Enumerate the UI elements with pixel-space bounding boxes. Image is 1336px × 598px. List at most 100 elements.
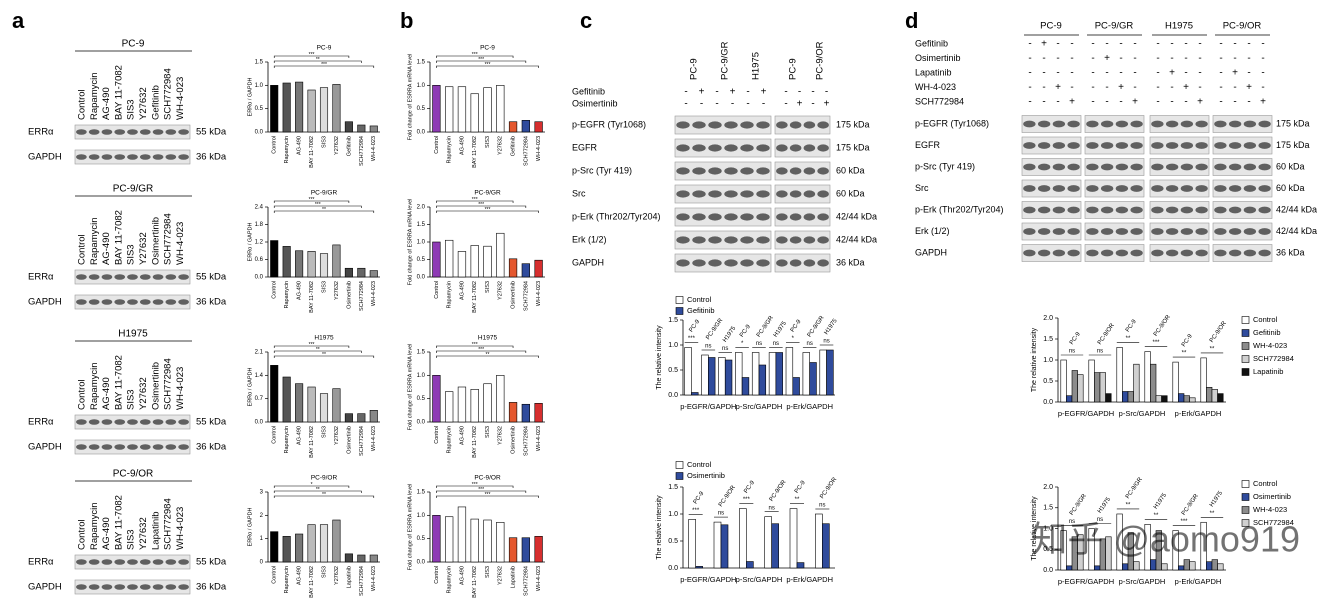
blot-band: [152, 419, 164, 425]
blot-band: [76, 129, 87, 135]
blot-band: [817, 121, 829, 129]
blot-band: [1037, 163, 1051, 171]
treatment-sign: -: [1119, 97, 1122, 108]
significance-label: ***: [1152, 340, 1160, 346]
treatment-sign: -: [784, 99, 787, 110]
blot-band: [1130, 249, 1143, 257]
blot-band: [178, 444, 189, 450]
y-tick-label: 0.0: [417, 420, 426, 426]
blot-strip: [1021, 244, 1082, 262]
x-tick-label: SIS3: [485, 426, 491, 438]
blot-band: [789, 213, 802, 221]
blot-protein: GAPDH: [28, 442, 62, 453]
bar: [508, 258, 518, 278]
blot-band: [692, 236, 706, 244]
blot-band: [1180, 249, 1194, 257]
blot-protein: Src: [572, 188, 586, 198]
blot-band: [1130, 120, 1143, 128]
treatment-sign: +: [1232, 68, 1238, 79]
lane-header: PC-9/OR: [814, 41, 825, 80]
treatment-sign: -: [1056, 97, 1059, 108]
x-tick-label: BAY 11-7082: [309, 426, 315, 458]
blot-band: [756, 213, 770, 221]
blot-strip: [1021, 158, 1082, 176]
treatment-sign: -: [798, 87, 801, 98]
significance-label: ns: [1097, 517, 1103, 523]
significance-bracket: [436, 205, 527, 208]
significance-label: ns: [718, 511, 724, 517]
blot-band: [1130, 142, 1143, 149]
bar: [357, 124, 366, 133]
blot-band: [708, 213, 722, 221]
significance-bracket: [273, 345, 350, 348]
legend-label: WH-4-023: [1253, 505, 1287, 514]
blot-band: [127, 559, 138, 565]
x-tick-label: Control: [272, 281, 278, 299]
blot-band: [139, 419, 151, 425]
y-tick-label: 2.0: [1043, 315, 1053, 322]
bar: [270, 85, 279, 133]
y-tick-label: 2.0: [417, 205, 426, 211]
significance-label: ns: [1069, 349, 1075, 355]
blot-band: [1130, 163, 1143, 171]
significance-bracket: [436, 210, 539, 213]
bar: [1066, 565, 1073, 571]
x-tick-label: AG-490: [297, 136, 303, 155]
x-tick-label: Y27632: [334, 281, 340, 300]
significance-bracket: [273, 200, 350, 203]
bar: [1206, 386, 1213, 403]
x-tick-label: Rapamycin: [447, 426, 453, 454]
bar: [295, 250, 304, 278]
group-label: p-EGFR/GAPDH: [680, 402, 736, 411]
blot-band: [803, 236, 816, 244]
blot-band: [152, 444, 164, 450]
treatment-sign: -: [1219, 39, 1222, 50]
bar: [270, 365, 279, 423]
blot-strip: [1149, 179, 1210, 198]
blot-band: [101, 154, 113, 160]
bar: [1122, 563, 1129, 571]
blot-band: [1228, 120, 1242, 128]
blot-band: [1100, 120, 1114, 128]
treatment-sign: +: [1055, 82, 1061, 93]
bar: [1116, 513, 1123, 571]
treatment-sign: -: [1028, 68, 1031, 79]
treatment-sign: -: [1198, 53, 1201, 64]
treatment-sign: -: [1091, 53, 1094, 64]
treatment-sign: -: [1091, 68, 1094, 79]
x-tick-label: Lapatinib: [511, 566, 517, 588]
treatment-sign: -: [1070, 39, 1073, 50]
bar: [445, 516, 454, 563]
bar: [432, 375, 441, 423]
blot-band: [708, 259, 722, 267]
blot-band: [1243, 120, 1257, 128]
significance-label: ***: [478, 347, 484, 353]
bar: [319, 393, 329, 423]
blot-band: [1195, 120, 1208, 128]
significance-label: ***: [321, 62, 327, 68]
bar: [1172, 530, 1179, 571]
y-tick-label: 1.0: [1043, 525, 1053, 532]
treatment-sign: -: [825, 87, 828, 98]
panel-label: c: [580, 8, 592, 33]
blot-band: [1258, 185, 1271, 192]
x-tick-label: SCH772984: [359, 281, 365, 311]
bar: [307, 251, 316, 278]
bar: [695, 566, 703, 569]
x-tick-label: SIS3: [321, 136, 327, 148]
significance-label: ns: [768, 505, 774, 511]
y-tick-label: 0.0: [255, 275, 264, 281]
treatment-sign: -: [715, 99, 718, 110]
legend-label: SCH772984: [1253, 354, 1294, 363]
x-tick-label: Osimertinib: [346, 426, 352, 454]
x-tick-label: SIS3: [321, 426, 327, 438]
blot-band: [127, 129, 138, 135]
blot-band: [740, 236, 754, 244]
lane-label: Control: [77, 519, 88, 550]
x-tick-label: WH-4-023: [371, 426, 377, 451]
blot-strip: [774, 253, 831, 273]
blot-band: [76, 559, 87, 565]
blot-band: [708, 167, 722, 175]
lane-label: Control: [77, 234, 88, 265]
